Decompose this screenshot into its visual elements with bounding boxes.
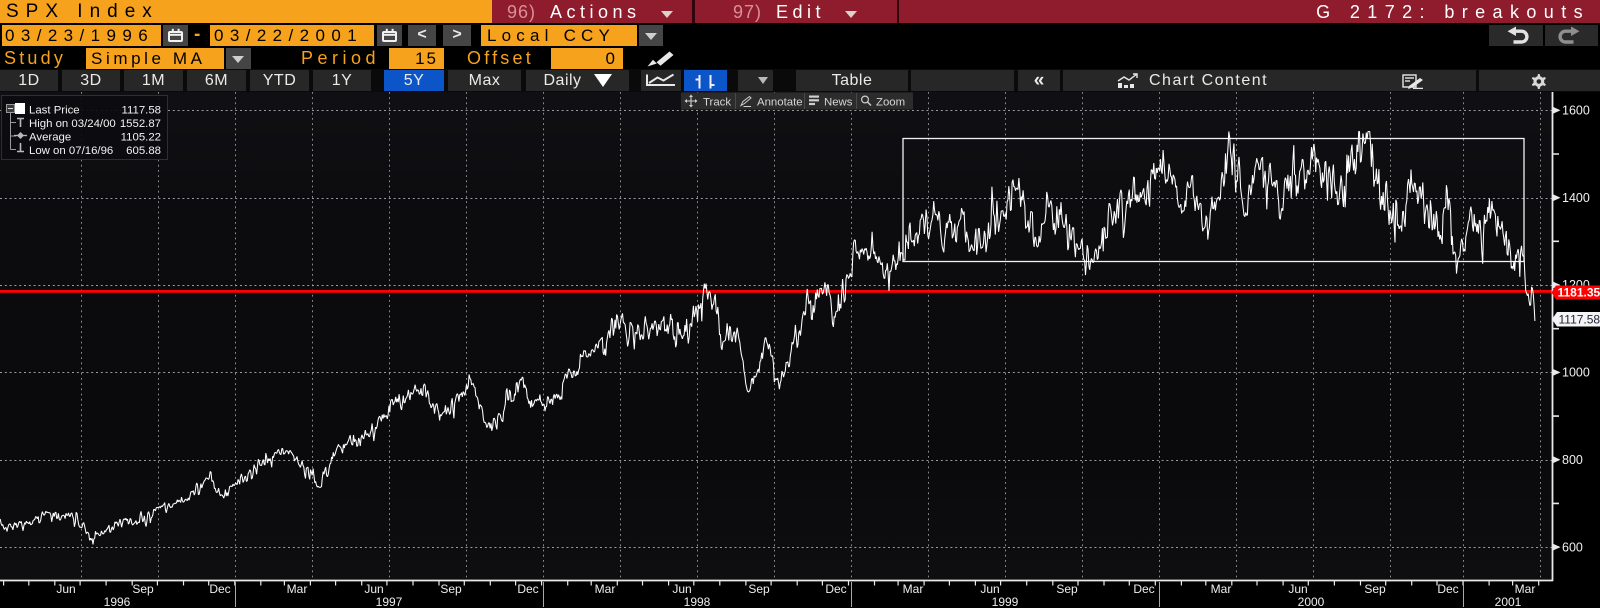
svg-text:605.88: 605.88 [126, 145, 161, 157]
svg-text:Sep: Sep [1056, 582, 1078, 596]
svg-text:Dec: Dec [517, 582, 538, 596]
svg-text:Jun: Jun [1288, 582, 1307, 596]
svg-text:1999: 1999 [992, 595, 1019, 608]
svg-text:Sep: Sep [440, 582, 462, 596]
svg-text:1997: 1997 [376, 595, 403, 608]
svg-text:1400: 1400 [1562, 191, 1590, 205]
svg-text:1117.58: 1117.58 [1559, 313, 1600, 327]
svg-text:Zoom: Zoom [876, 97, 905, 109]
svg-text:Low on 07/16/96: Low on 07/16/96 [29, 145, 113, 157]
svg-text:Dec: Dec [209, 582, 230, 596]
svg-text:Jun: Jun [672, 582, 691, 596]
svg-text:1117.58: 1117.58 [122, 105, 161, 117]
svg-text:Dec: Dec [825, 582, 846, 596]
svg-text:1105.22: 1105.22 [121, 132, 161, 144]
svg-text:Track: Track [703, 97, 731, 109]
svg-text:2000: 2000 [1298, 595, 1325, 608]
svg-text:Jun: Jun [56, 582, 75, 596]
svg-text:Mar: Mar [287, 582, 308, 596]
svg-text:2001: 2001 [1495, 595, 1522, 608]
svg-text:Sep: Sep [748, 582, 770, 596]
svg-text:1998: 1998 [684, 595, 711, 608]
svg-text:Sep: Sep [132, 582, 154, 596]
svg-text:Mar: Mar [1211, 582, 1232, 596]
svg-text:1552.87: 1552.87 [120, 118, 161, 130]
svg-text:600: 600 [1562, 540, 1583, 554]
svg-text:Mar: Mar [1515, 582, 1536, 596]
svg-text:Annotate: Annotate [757, 97, 803, 109]
svg-text:Dec: Dec [1437, 582, 1458, 596]
svg-text:Jun: Jun [364, 582, 383, 596]
svg-text:1000: 1000 [1562, 366, 1590, 380]
svg-text:Average: Average [29, 132, 71, 144]
svg-text:Jun: Jun [980, 582, 999, 596]
svg-text:800: 800 [1562, 453, 1583, 467]
svg-text:1181.35: 1181.35 [1558, 286, 1600, 300]
svg-text:Last Price: Last Price [29, 105, 80, 117]
svg-text:Dec: Dec [1133, 582, 1154, 596]
svg-text:High on 03/24/00: High on 03/24/00 [29, 118, 116, 130]
svg-text:Mar: Mar [903, 582, 924, 596]
svg-text:Sep: Sep [1364, 582, 1386, 596]
svg-text:Mar: Mar [595, 582, 616, 596]
svg-text:News: News [824, 97, 853, 109]
svg-text:1600: 1600 [1562, 104, 1590, 118]
svg-text:1996: 1996 [104, 595, 131, 608]
